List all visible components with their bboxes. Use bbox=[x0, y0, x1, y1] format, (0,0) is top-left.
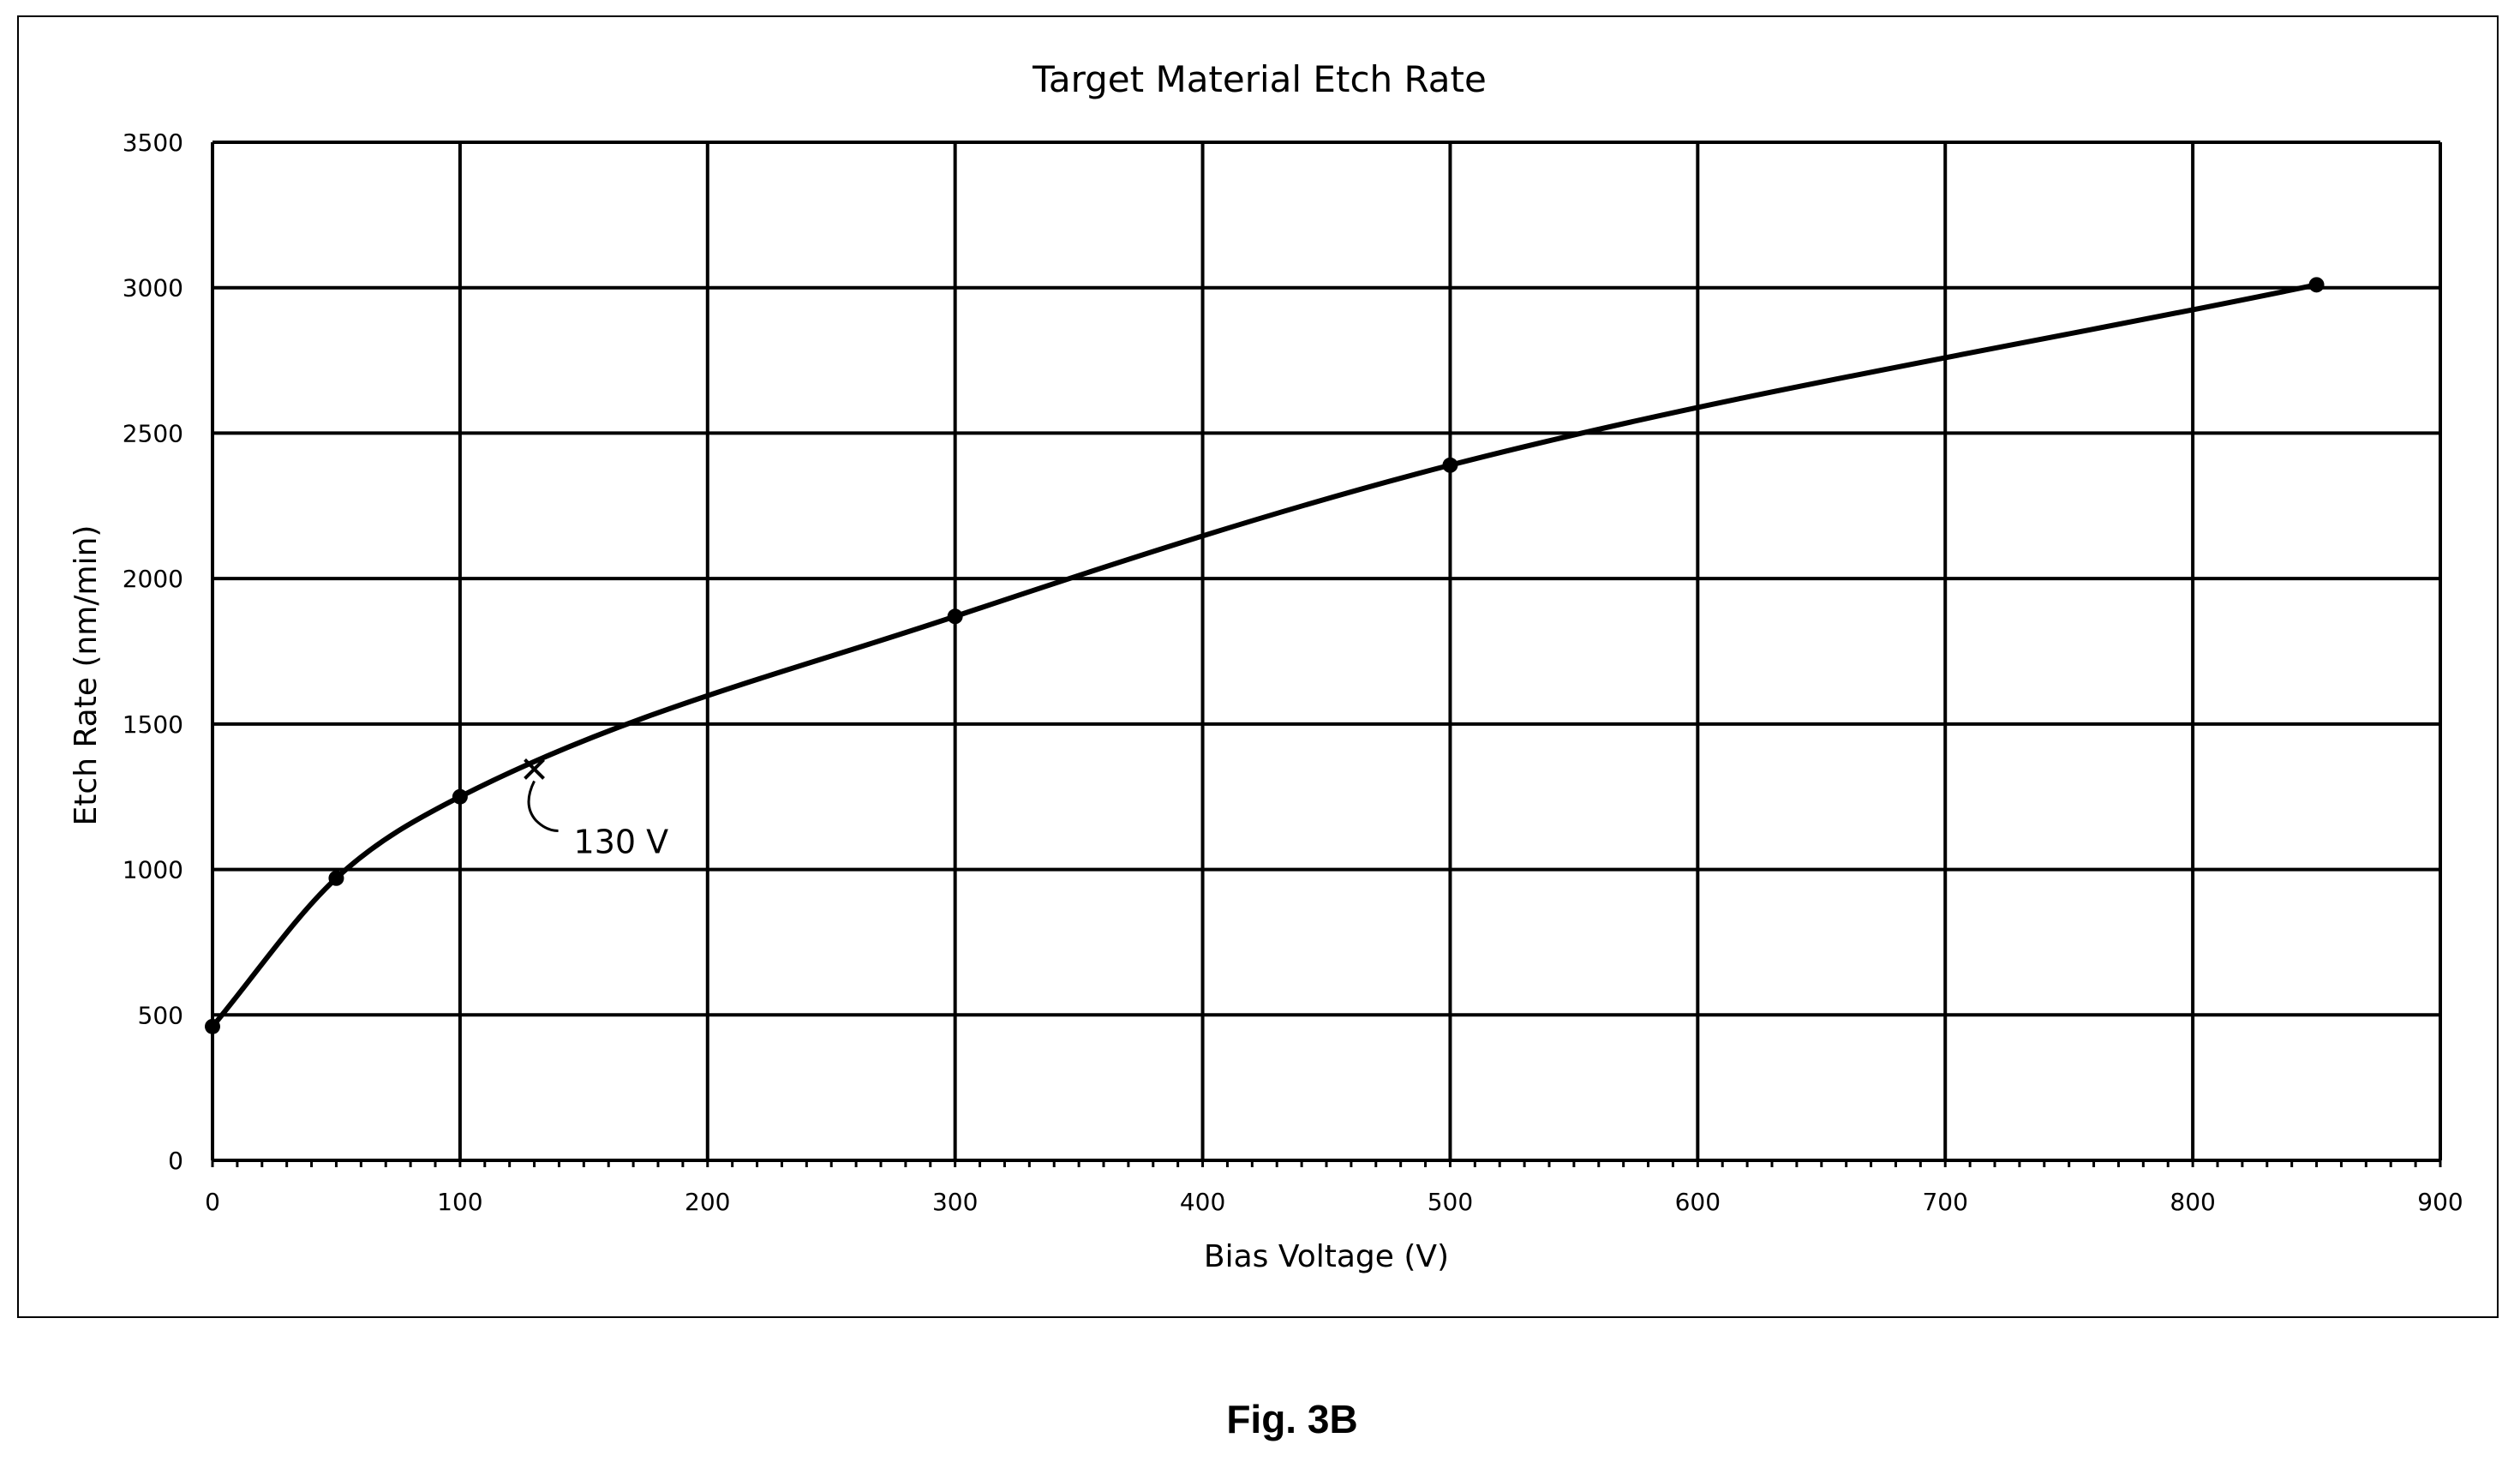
data-point bbox=[947, 608, 963, 625]
x-tick-label: 600 bbox=[1675, 1188, 1721, 1216]
grid bbox=[211, 141, 2442, 1162]
y-tick-label: 0 bbox=[168, 1147, 183, 1175]
x-tick-label: 900 bbox=[2417, 1188, 2463, 1216]
y-tick-label: 3500 bbox=[123, 129, 183, 157]
x-tick-label: 400 bbox=[1180, 1188, 1225, 1216]
y-axis-title: Etch Rate (nm/min) bbox=[69, 525, 104, 826]
x-tick-label: 0 bbox=[205, 1188, 220, 1216]
data-point bbox=[1442, 457, 1458, 473]
series-line bbox=[210, 282, 2318, 1028]
annotation-leader bbox=[527, 780, 559, 832]
chart-frame bbox=[17, 15, 2499, 1318]
data-point bbox=[205, 1018, 220, 1034]
y-tick-label: 3000 bbox=[123, 274, 183, 303]
x-tick-label: 200 bbox=[685, 1188, 730, 1216]
x-tick-label: 800 bbox=[2170, 1188, 2215, 1216]
x-axis-ticks: 0 100 200 300 400 500 600 700 800 900 bbox=[205, 1188, 2463, 1216]
y-tick-label: 2000 bbox=[123, 565, 183, 593]
data-point bbox=[2308, 277, 2325, 293]
x-tick-label: 500 bbox=[1428, 1188, 1473, 1216]
figure-caption: Fig. 3B bbox=[1226, 1397, 1357, 1441]
x-tick-label: 700 bbox=[1922, 1188, 1967, 1216]
series bbox=[205, 277, 2325, 1034]
annotation-label: 130 V bbox=[574, 823, 669, 860]
y-tick-label: 1000 bbox=[123, 856, 183, 884]
chart-title: Target Material Etch Rate bbox=[1032, 58, 1487, 100]
y-tick-label: 2500 bbox=[123, 419, 183, 447]
y-tick-label: 1500 bbox=[123, 710, 183, 739]
y-axis-ticks: 0 500 1000 1500 2000 2500 3000 3500 bbox=[123, 129, 183, 1175]
annotations: 130 V bbox=[524, 758, 669, 860]
x-tick-label: 300 bbox=[932, 1188, 978, 1216]
x-minor-ticks bbox=[211, 1160, 2442, 1167]
data-point bbox=[328, 870, 344, 886]
x-tick-label: 100 bbox=[437, 1188, 482, 1216]
y-tick-label: 500 bbox=[138, 1001, 183, 1029]
data-point bbox=[452, 788, 468, 805]
annotation-marker bbox=[524, 758, 545, 780]
x-axis-title: Bias Voltage (V) bbox=[1204, 1239, 1449, 1274]
